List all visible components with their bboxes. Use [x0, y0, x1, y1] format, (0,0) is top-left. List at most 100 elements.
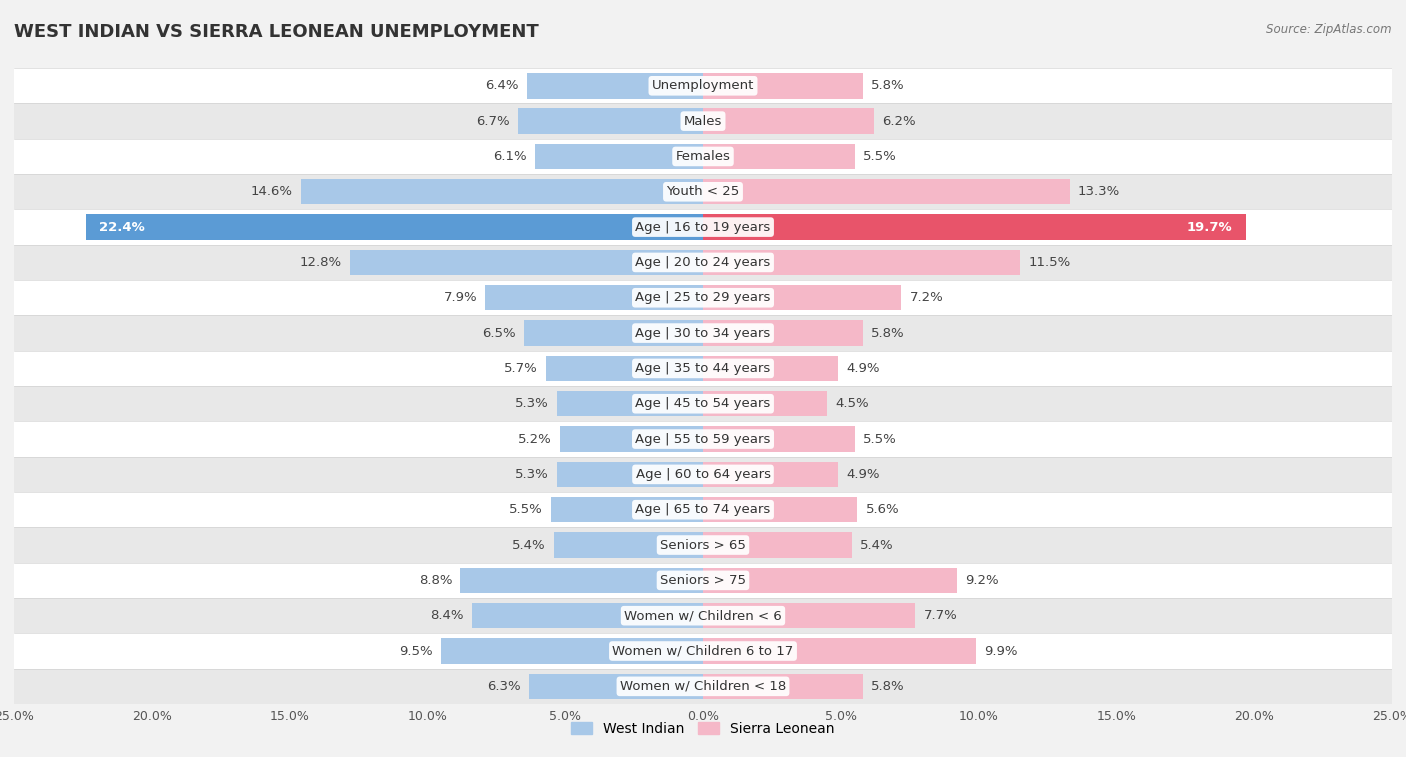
Bar [530, 674, 703, 699]
Bar [301, 179, 703, 204]
Text: 7.7%: 7.7% [924, 609, 957, 622]
Bar [14, 316, 1392, 350]
Bar [461, 568, 703, 593]
Bar [14, 210, 1392, 245]
Text: 5.6%: 5.6% [866, 503, 900, 516]
Bar [703, 426, 855, 452]
Text: 5.8%: 5.8% [872, 680, 904, 693]
Text: WEST INDIAN VS SIERRA LEONEAN UNEMPLOYMENT: WEST INDIAN VS SIERRA LEONEAN UNEMPLOYME… [14, 23, 538, 41]
Text: Age | 30 to 34 years: Age | 30 to 34 years [636, 326, 770, 340]
Text: 6.1%: 6.1% [494, 150, 527, 163]
Bar [703, 532, 852, 558]
Text: Source: ZipAtlas.com: Source: ZipAtlas.com [1267, 23, 1392, 36]
Text: 8.4%: 8.4% [430, 609, 463, 622]
Text: Women w/ Children < 6: Women w/ Children < 6 [624, 609, 782, 622]
Text: 4.5%: 4.5% [835, 397, 869, 410]
Text: 5.3%: 5.3% [515, 397, 548, 410]
Bar [14, 245, 1392, 280]
Text: 22.4%: 22.4% [100, 220, 145, 234]
Bar [14, 422, 1392, 456]
Bar [14, 139, 1392, 174]
Bar [703, 179, 1070, 204]
Bar [485, 285, 703, 310]
Bar [557, 462, 703, 487]
Text: 5.3%: 5.3% [515, 468, 548, 481]
Bar [14, 456, 1392, 492]
Text: 14.6%: 14.6% [250, 185, 292, 198]
Bar [14, 492, 1392, 528]
Bar [703, 638, 976, 664]
Text: Women w/ Children 6 to 17: Women w/ Children 6 to 17 [613, 644, 793, 658]
Bar [703, 391, 827, 416]
Bar [554, 532, 703, 558]
Text: 19.7%: 19.7% [1187, 220, 1232, 234]
Text: 13.3%: 13.3% [1078, 185, 1121, 198]
Text: Age | 20 to 24 years: Age | 20 to 24 years [636, 256, 770, 269]
Bar [534, 144, 703, 169]
Bar [14, 104, 1392, 139]
Bar [14, 350, 1392, 386]
Bar [703, 144, 855, 169]
Text: Age | 45 to 54 years: Age | 45 to 54 years [636, 397, 770, 410]
Bar [703, 603, 915, 628]
Text: 9.5%: 9.5% [399, 644, 433, 658]
Bar [527, 73, 703, 98]
Text: 7.9%: 7.9% [443, 291, 477, 304]
Text: 5.5%: 5.5% [863, 432, 897, 446]
Bar [703, 674, 863, 699]
Text: 5.8%: 5.8% [872, 326, 904, 340]
Text: Males: Males [683, 114, 723, 128]
Bar [14, 386, 1392, 422]
Bar [703, 320, 863, 346]
Text: Age | 65 to 74 years: Age | 65 to 74 years [636, 503, 770, 516]
Bar [703, 497, 858, 522]
Text: 6.7%: 6.7% [477, 114, 510, 128]
Bar [441, 638, 703, 664]
Bar [14, 598, 1392, 634]
Bar [14, 528, 1392, 562]
Text: Youth < 25: Youth < 25 [666, 185, 740, 198]
Text: Unemployment: Unemployment [652, 79, 754, 92]
Text: Age | 35 to 44 years: Age | 35 to 44 years [636, 362, 770, 375]
Text: Seniors > 75: Seniors > 75 [659, 574, 747, 587]
Bar [560, 426, 703, 452]
Text: 6.3%: 6.3% [488, 680, 522, 693]
Text: 11.5%: 11.5% [1028, 256, 1070, 269]
Bar [703, 214, 1246, 240]
Text: 5.8%: 5.8% [872, 79, 904, 92]
Bar [350, 250, 703, 275]
Bar [703, 462, 838, 487]
Text: 9.2%: 9.2% [965, 574, 998, 587]
Bar [524, 320, 703, 346]
Bar [703, 250, 1019, 275]
Bar [519, 108, 703, 134]
Bar [703, 285, 901, 310]
Bar [546, 356, 703, 381]
Bar [551, 497, 703, 522]
Text: Age | 60 to 64 years: Age | 60 to 64 years [636, 468, 770, 481]
Bar [14, 280, 1392, 316]
Text: 4.9%: 4.9% [846, 362, 880, 375]
Text: Age | 25 to 29 years: Age | 25 to 29 years [636, 291, 770, 304]
Text: 6.4%: 6.4% [485, 79, 519, 92]
Text: 5.5%: 5.5% [509, 503, 543, 516]
Text: 12.8%: 12.8% [299, 256, 342, 269]
Text: Age | 16 to 19 years: Age | 16 to 19 years [636, 220, 770, 234]
Bar [703, 356, 838, 381]
Text: 6.2%: 6.2% [882, 114, 915, 128]
Text: Women w/ Children < 18: Women w/ Children < 18 [620, 680, 786, 693]
Bar [471, 603, 703, 628]
Text: 5.5%: 5.5% [863, 150, 897, 163]
Bar [14, 634, 1392, 668]
Bar [14, 668, 1392, 704]
Text: Seniors > 65: Seniors > 65 [659, 538, 747, 552]
Text: 5.2%: 5.2% [517, 432, 551, 446]
Text: Females: Females [675, 150, 731, 163]
Text: 5.4%: 5.4% [512, 538, 546, 552]
Text: 5.4%: 5.4% [860, 538, 894, 552]
Legend: West Indian, Sierra Leonean: West Indian, Sierra Leonean [565, 716, 841, 742]
Bar [14, 68, 1392, 104]
Text: 7.2%: 7.2% [910, 291, 943, 304]
Bar [703, 568, 956, 593]
Bar [703, 108, 875, 134]
